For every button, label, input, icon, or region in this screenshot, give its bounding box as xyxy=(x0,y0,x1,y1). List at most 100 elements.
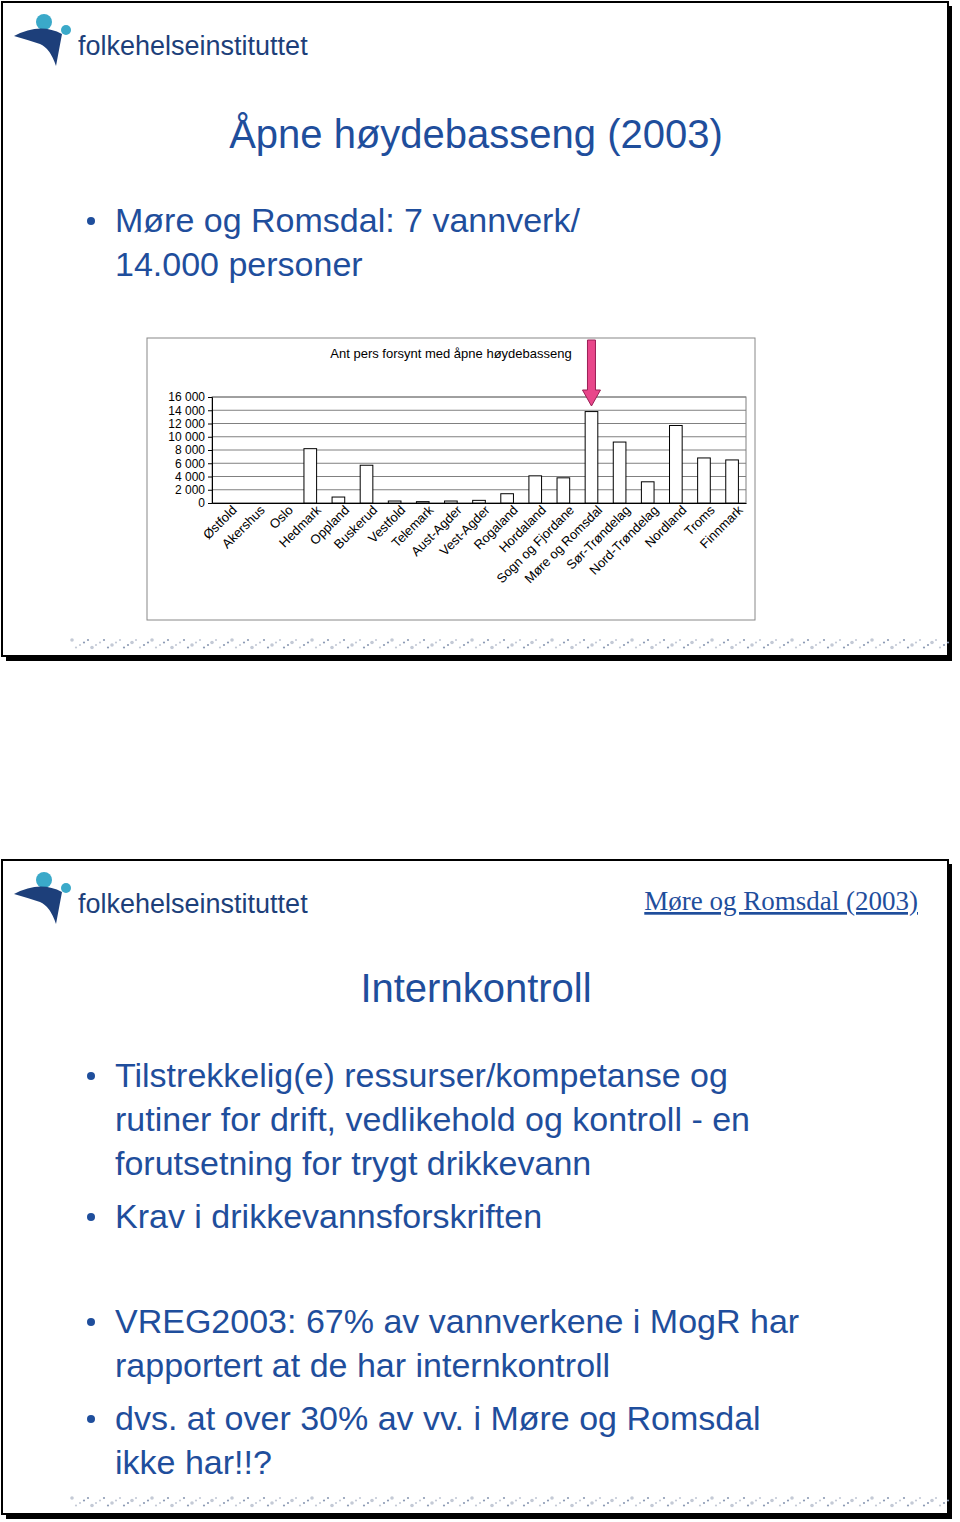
dot xyxy=(779,646,781,648)
dot xyxy=(843,1504,845,1506)
dot xyxy=(670,643,674,647)
dot xyxy=(930,641,934,645)
dot xyxy=(350,643,354,647)
dot xyxy=(270,1501,274,1505)
dot xyxy=(627,641,629,643)
dot xyxy=(743,1497,745,1499)
tick-label: 0 xyxy=(198,496,205,510)
dot xyxy=(230,1496,234,1500)
bars xyxy=(304,412,738,503)
dot xyxy=(790,1496,794,1500)
dot xyxy=(307,641,309,643)
dot xyxy=(899,1499,901,1501)
dot xyxy=(343,639,345,641)
dot xyxy=(603,646,605,648)
dot xyxy=(570,646,574,650)
dot xyxy=(510,1501,514,1505)
dot xyxy=(167,639,169,641)
dot xyxy=(735,644,737,646)
dot xyxy=(330,1504,334,1508)
dot xyxy=(847,1502,849,1504)
dot xyxy=(150,638,154,642)
dot xyxy=(315,646,317,648)
dot xyxy=(730,646,734,650)
dot xyxy=(235,1504,237,1506)
dot xyxy=(99,1499,101,1501)
dot xyxy=(323,641,325,643)
dot xyxy=(650,1504,654,1508)
dot xyxy=(243,641,245,643)
dot xyxy=(679,639,681,641)
dot xyxy=(319,1502,321,1504)
dot xyxy=(875,1504,877,1506)
dot xyxy=(219,646,221,648)
tick-label: 12 000 xyxy=(168,417,205,431)
dot xyxy=(867,1499,869,1501)
dot xyxy=(639,1502,641,1504)
dot xyxy=(667,646,669,648)
dot xyxy=(247,1497,249,1499)
dot xyxy=(435,641,437,643)
dot xyxy=(923,1504,925,1506)
tick-mark xyxy=(208,410,212,411)
dot xyxy=(143,644,145,646)
tick-label: Akershus xyxy=(219,502,268,551)
dot xyxy=(110,1501,114,1505)
dot xyxy=(727,639,729,641)
dot xyxy=(810,646,814,650)
dot xyxy=(387,1499,389,1501)
dot xyxy=(787,641,789,643)
dot xyxy=(879,644,881,646)
dot xyxy=(335,1502,337,1504)
dot xyxy=(590,643,594,647)
dot xyxy=(930,1499,934,1503)
dot xyxy=(603,1504,605,1506)
dot xyxy=(450,1499,454,1503)
dot xyxy=(667,1504,669,1506)
dot xyxy=(487,639,489,641)
dot xyxy=(519,1497,521,1499)
tick-mark xyxy=(208,437,212,438)
dot xyxy=(870,638,874,642)
dot xyxy=(719,644,721,646)
dot xyxy=(747,1504,749,1506)
tick-label: 8 000 xyxy=(175,443,205,457)
page: folkehelseinstituttetÅpne høydebasseng (… xyxy=(0,0,960,1522)
dot xyxy=(207,644,209,646)
bullet xyxy=(87,1318,95,1326)
dot xyxy=(239,1502,241,1504)
dot-band xyxy=(70,638,949,649)
dot xyxy=(327,639,329,641)
dot xyxy=(110,643,114,647)
dot xyxy=(310,1496,314,1500)
tick: 4 000 xyxy=(175,470,212,484)
logo-body xyxy=(14,886,62,924)
dot xyxy=(203,1504,205,1506)
dot xyxy=(227,641,229,643)
dot xyxy=(299,1504,301,1506)
dot xyxy=(723,641,725,643)
tick-mark xyxy=(208,463,212,464)
dot xyxy=(290,1499,294,1503)
dot xyxy=(299,646,301,648)
dot xyxy=(587,1504,589,1506)
dot xyxy=(347,1504,349,1506)
dot xyxy=(779,1504,781,1506)
dot xyxy=(839,1497,841,1499)
dot xyxy=(519,639,521,641)
dot xyxy=(607,644,609,646)
dot xyxy=(850,1499,854,1503)
dot xyxy=(255,1502,257,1504)
dot xyxy=(763,646,765,648)
dot xyxy=(175,644,177,646)
dot xyxy=(750,1501,754,1505)
dot xyxy=(367,1502,369,1504)
dot xyxy=(267,1504,269,1506)
dot xyxy=(427,646,429,648)
dot xyxy=(527,644,529,646)
dot xyxy=(899,641,901,643)
dot xyxy=(167,1497,169,1499)
dot xyxy=(327,1497,329,1499)
dot xyxy=(450,641,454,645)
dot xyxy=(419,1499,421,1501)
